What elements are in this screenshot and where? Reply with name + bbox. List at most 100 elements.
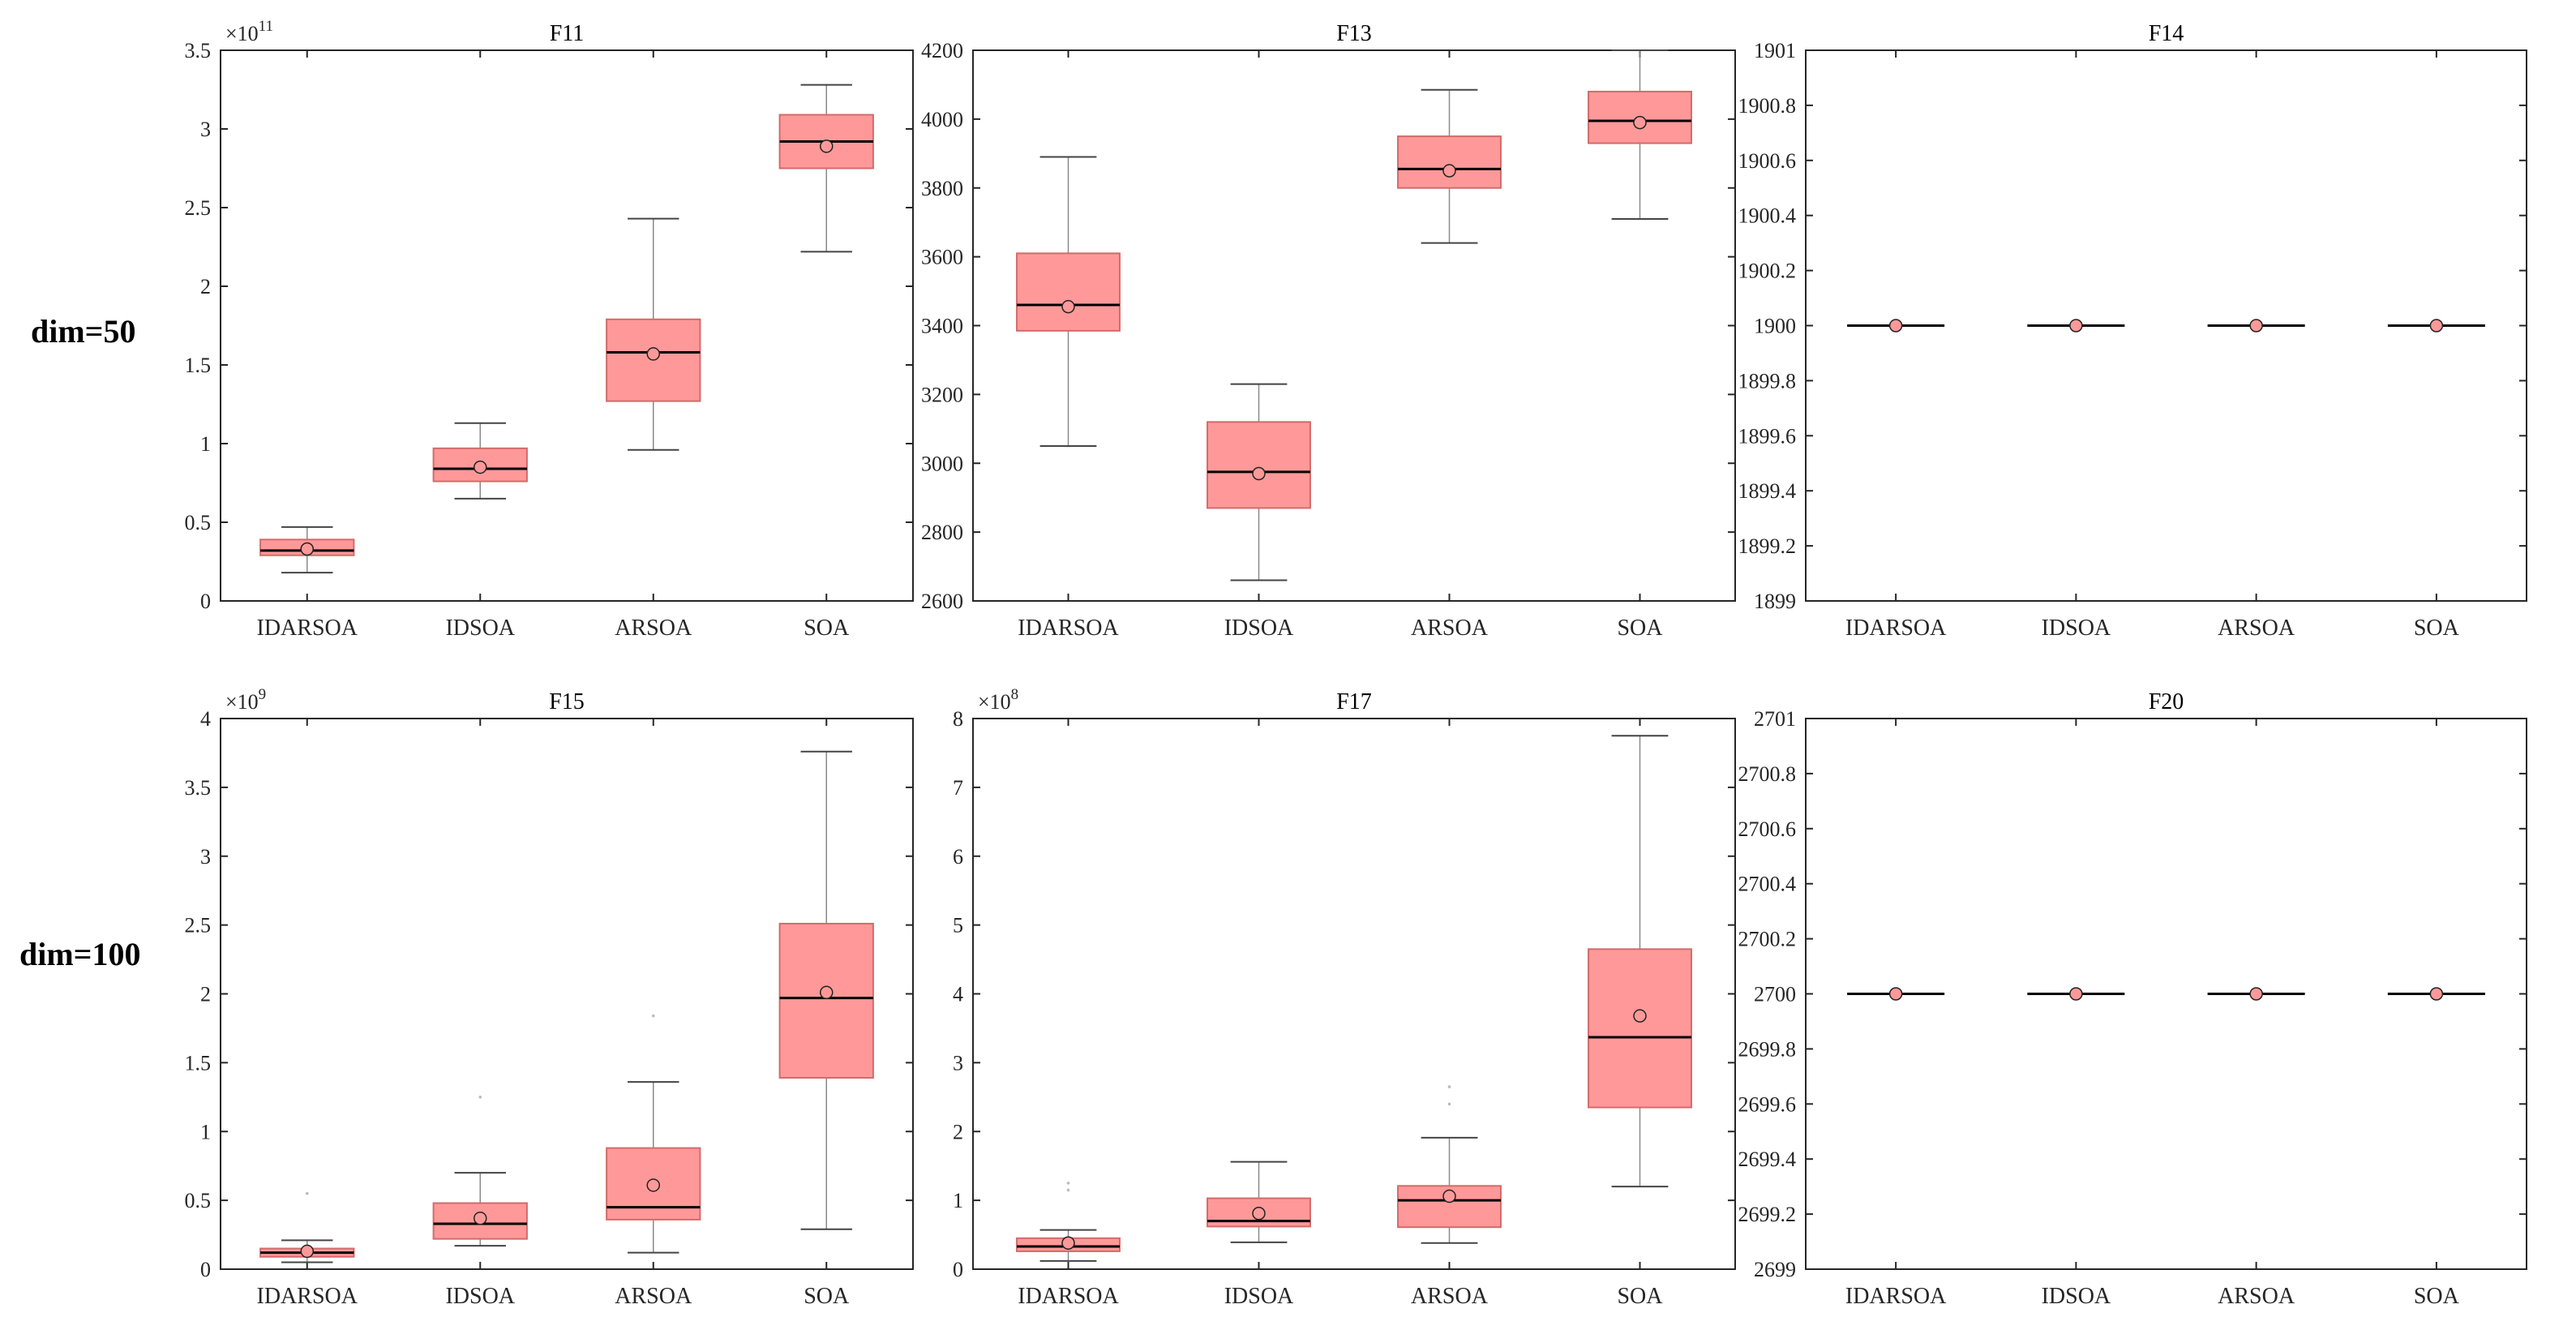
x-tick-label: ARSOA [1411,616,1489,641]
y-tick-label: 1901 [1754,39,1796,62]
y-tick-label: 2700.4 [1738,873,1797,896]
box-arsoa [2207,319,2305,332]
x-tick-label: IDSOA [2042,616,2111,641]
box-idarsoa [1847,319,1945,332]
y-tick-label: 6 [953,845,963,869]
y-tick-label: 4200 [921,39,963,62]
row-label-dim50: dim=50 [31,313,136,350]
y-tick-label: 3600 [921,246,963,269]
y-tick-label: 5 [953,914,963,937]
box-soa [1588,49,1692,220]
y-tick-label: 2699.4 [1738,1148,1797,1171]
mean-marker [2429,987,2444,1001]
box-idarsoa [1016,156,1121,448]
mean-marker [2069,319,2083,332]
mean-marker [2249,319,2263,332]
box-soa [1588,735,1692,1188]
y-tick-label: 3000 [921,452,963,475]
mean-marker [1061,1236,1075,1250]
x-tick-label: IDSOA [445,1284,515,1309]
box-arsoa [606,1014,701,1254]
subplot-f17: F17 0 1 2 3 4 5 6 7 8 ×108 IDARSOA IDSOA ARSOA SOA [953,686,1736,1309]
y-tick-label: 8 [953,707,963,731]
x-tick-label: ARSOA [2218,1284,2295,1309]
x-tick-label: IDARSOA [1845,616,1947,641]
mean-marker [646,347,660,361]
x-tick-label: ARSOA [615,616,692,641]
mean-marker [820,139,834,153]
x-tick-label: SOA [2414,616,2460,641]
y-tick-label: 2699 [1754,1258,1796,1281]
box-soa [778,750,874,1230]
box-arsoa [2207,987,2305,1001]
x-tick-label: ARSOA [1411,1284,1489,1309]
x-tick-label: IDARSOA [1845,1284,1947,1309]
y-tick-label: 4000 [921,108,963,131]
box-idsoa [2027,319,2125,332]
y-tick-label: 3200 [921,383,963,406]
outlier-point [305,1191,309,1195]
y-tick-label: 1899.2 [1738,534,1797,558]
plot-title: F13 [1336,21,1372,46]
subplot-f20: F20 2699 2699.2 2699.4 2699.6 2699.8 2700 2700.… [1738,689,2527,1309]
mean-marker [646,1178,660,1192]
y-tick-label: 2800 [921,521,963,544]
box-soa [2387,987,2485,1001]
y-exponent-label: ×108 [978,686,1018,714]
y-exponent-label: ×1011 [225,18,273,45]
box-idsoa [1207,383,1311,581]
x-tick-label: SOA [1617,1284,1663,1309]
box-idarsoa [259,1191,355,1264]
mean-marker [1633,115,1647,130]
y-tick-label: 2699.6 [1738,1092,1797,1116]
x-tick-label: ARSOA [615,1284,692,1309]
y-tick-label: 3.5 [185,39,212,62]
y-tick-label: 1 [953,1189,963,1212]
mean-marker [300,1244,314,1259]
y-tick-label: 3 [953,1051,963,1075]
box-arsoa [1397,88,1502,244]
y-tick-label: 3 [200,845,211,869]
outlier-point [1447,1085,1451,1088]
box-arsoa [606,217,701,451]
y-tick-label: 3800 [921,177,963,200]
y-tick-label: 1899 [1754,590,1796,613]
row-label-dim100: dim=100 [19,936,141,972]
box-idsoa [2027,987,2125,1001]
box-idsoa [432,422,528,500]
y-tick-label: 0 [200,1258,211,1281]
y-tick-label: 0 [953,1258,963,1281]
y-tick-label: 0 [200,590,211,613]
x-tick-label: ARSOA [2218,616,2295,641]
mean-marker [2429,319,2444,332]
y-tick-label: 2700.8 [1738,762,1797,786]
x-tick-label: IDSOA [1224,1284,1294,1309]
y-tick-label: 1 [200,1120,211,1143]
x-tick-label: SOA [2414,1284,2460,1309]
y-tick-label: 1.5 [185,1051,212,1075]
mean-marker [474,460,487,474]
mean-marker [300,542,314,556]
outlier-point [651,1014,655,1018]
y-tick-label: 2600 [921,590,963,613]
outlier-point [478,1096,482,1099]
y-tick-label: 2700 [1754,983,1796,1006]
box-idsoa [432,1096,528,1247]
y-tick-label: 2700.2 [1738,928,1797,951]
y-tick-label: 2699.8 [1738,1037,1797,1061]
x-tick-label: IDARSOA [1018,616,1119,641]
y-tick-label: 1.5 [185,354,212,377]
mean-marker [1633,1009,1647,1023]
iqr-box [1207,421,1311,509]
y-tick-label: 1899.8 [1738,369,1797,393]
subplot-f15: F15 0 0.5 1 1.5 2 2.5 3 3.5 4 ×109 IDARSOA IDSOA ARSO… [185,686,914,1309]
box-arsoa [1397,1085,1502,1244]
plot-title: F20 [2149,689,2184,714]
x-tick-label: SOA [804,616,850,641]
y-tick-label: 3400 [921,315,963,338]
box-idarsoa [1847,987,1945,1001]
y-tick-label: 1900 [1754,315,1796,338]
subplot-f13: F13 2600 2800 3000 3200 3400 3600 3800 4000 4200 I… [921,21,1736,641]
y-tick-label: 1899.6 [1738,424,1797,448]
